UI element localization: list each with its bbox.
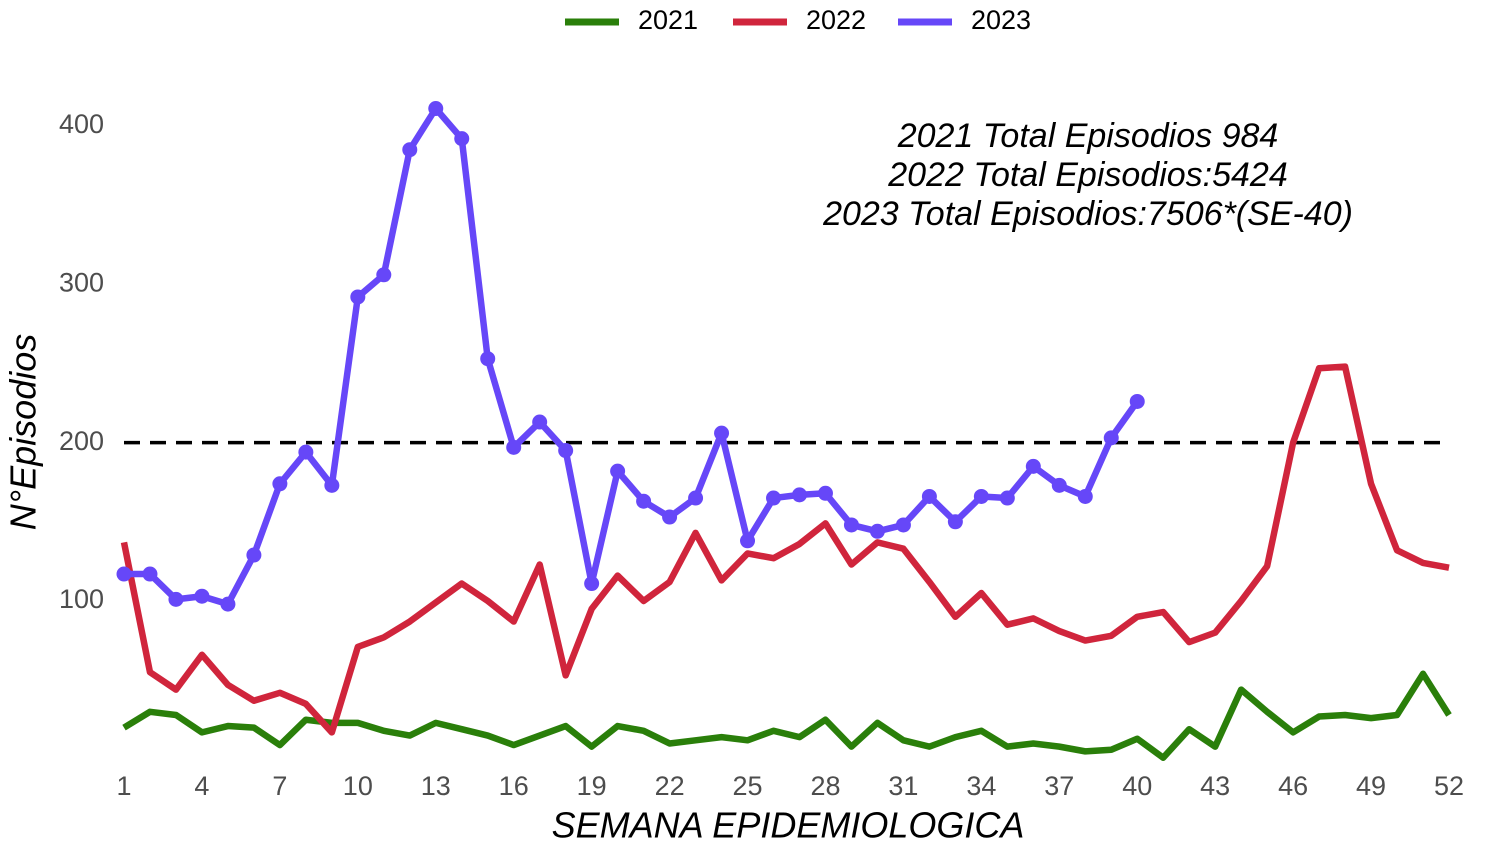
data-point bbox=[116, 566, 132, 582]
data-point bbox=[895, 517, 911, 533]
x-tick-label: 25 bbox=[733, 771, 763, 801]
y-tick-label: 400 bbox=[59, 109, 104, 139]
data-point bbox=[766, 490, 782, 506]
data-point bbox=[999, 490, 1015, 506]
series-line bbox=[120, 363, 1450, 736]
data-point bbox=[817, 485, 833, 501]
x-tick-label: 1 bbox=[116, 771, 131, 801]
x-axis-title: SEMANA EPIDEMIOLOGICA bbox=[552, 805, 1025, 845]
data-point bbox=[584, 576, 600, 592]
x-tick-label: 10 bbox=[343, 771, 373, 801]
y-axis-title: N°Episodios bbox=[3, 334, 44, 531]
x-tick-label: 13 bbox=[421, 771, 451, 801]
data-point bbox=[402, 142, 418, 158]
data-point bbox=[1129, 393, 1145, 409]
y-tick-label: 100 bbox=[59, 584, 104, 614]
x-tick-label: 37 bbox=[1044, 771, 1074, 801]
data-point bbox=[973, 488, 989, 504]
data-point bbox=[1103, 430, 1119, 446]
series-line bbox=[124, 105, 1140, 608]
x-tick-label: 7 bbox=[272, 771, 287, 801]
data-point bbox=[428, 101, 444, 117]
data-point bbox=[454, 131, 470, 147]
x-tick-label: 31 bbox=[888, 771, 918, 801]
data-point bbox=[350, 289, 366, 305]
annotation: 2022 Total Episodios:5424 bbox=[887, 156, 1288, 194]
x-tick-label: 40 bbox=[1122, 771, 1152, 801]
x-tick-label: 43 bbox=[1200, 771, 1230, 801]
data-point bbox=[376, 267, 392, 283]
data-point bbox=[791, 487, 807, 503]
legend-label: 2023 bbox=[971, 5, 1031, 35]
series-line bbox=[122, 670, 1452, 761]
annotation: 2023 Total Episodios:7506*(SE-40) bbox=[822, 195, 1353, 233]
data-point bbox=[1077, 488, 1093, 504]
data-point bbox=[220, 596, 236, 612]
x-tick-label: 19 bbox=[577, 771, 607, 801]
data-point bbox=[480, 351, 496, 367]
data-point bbox=[194, 588, 210, 604]
legend-label: 2021 bbox=[638, 5, 698, 35]
annotation: 2021 Total Episodios 984 bbox=[897, 117, 1279, 155]
data-point bbox=[142, 566, 158, 582]
data-point bbox=[298, 444, 314, 460]
data-point bbox=[843, 517, 859, 533]
x-tick-label: 4 bbox=[194, 771, 209, 801]
x-tick-label: 49 bbox=[1356, 771, 1386, 801]
data-point bbox=[662, 509, 678, 525]
data-point bbox=[947, 514, 963, 530]
data-point bbox=[246, 547, 262, 563]
x-tick-label: 22 bbox=[655, 771, 685, 801]
data-point bbox=[272, 476, 288, 492]
data-point bbox=[558, 443, 574, 459]
x-tick-label: 28 bbox=[810, 771, 840, 801]
data-point bbox=[869, 523, 885, 539]
data-point bbox=[714, 425, 730, 441]
x-tick-label: 34 bbox=[966, 771, 996, 801]
data-point bbox=[324, 477, 340, 493]
x-tick-label: 16 bbox=[499, 771, 529, 801]
data-point bbox=[1051, 477, 1067, 493]
data-point bbox=[636, 493, 652, 509]
y-tick-label: 300 bbox=[59, 267, 104, 297]
data-point bbox=[688, 490, 704, 506]
data-point bbox=[532, 414, 548, 430]
data-point bbox=[168, 591, 184, 607]
data-point bbox=[740, 533, 756, 549]
data-point bbox=[1025, 458, 1041, 474]
x-tick-label: 46 bbox=[1278, 771, 1308, 801]
x-tick-label: 52 bbox=[1434, 771, 1464, 801]
legend-label: 2022 bbox=[806, 5, 866, 35]
data-point bbox=[506, 439, 522, 455]
y-tick-label: 200 bbox=[59, 426, 104, 456]
data-point bbox=[610, 463, 626, 479]
data-point bbox=[921, 488, 937, 504]
